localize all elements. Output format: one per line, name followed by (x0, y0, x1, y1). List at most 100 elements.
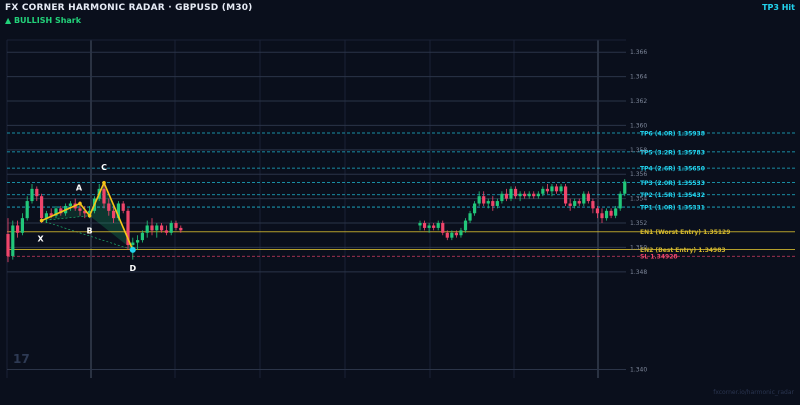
candle-body (582, 193, 586, 204)
pattern-label-b: B (87, 227, 93, 236)
candle-body (559, 186, 563, 192)
candle-body (160, 225, 164, 231)
footer-credit: fxcorner.io/harmonic_radar (713, 389, 794, 396)
candle-body (477, 196, 481, 204)
candle-body (107, 203, 111, 211)
candle-body (59, 208, 63, 214)
pattern-point-c (102, 180, 106, 185)
level-label-sl: SL 1.34928 (640, 254, 678, 261)
pattern-zone-bcd (89, 182, 133, 250)
candle-body (6, 234, 10, 256)
candle-body (495, 201, 499, 206)
candle-body (500, 193, 504, 202)
target-status-badge: TP3 Hit (762, 3, 795, 12)
candle-body (459, 230, 463, 236)
candle-body (513, 188, 518, 197)
pattern-point-x (39, 218, 44, 223)
candle-body (568, 203, 572, 206)
level-label-entry: EN2 (Best Entry) 1.34983 (640, 247, 726, 254)
candle-body (609, 210, 613, 216)
candle-body (623, 181, 627, 194)
y-tick-label: 1.358 (630, 147, 647, 154)
pattern-point-a (78, 201, 82, 206)
candle-body (54, 208, 58, 216)
candle-body (509, 188, 513, 199)
candle-body (586, 193, 590, 202)
candle-body (518, 193, 522, 197)
candle-body (468, 213, 472, 221)
pattern-link-xb (41, 215, 90, 221)
candle-body (523, 193, 527, 197)
candle-body (504, 193, 509, 199)
candle-body (83, 210, 87, 214)
level-label-tp: TP4 (2.6R) 1.35650 (640, 166, 705, 173)
candle-body (445, 232, 449, 238)
candle-body (169, 223, 173, 233)
candle-body (30, 188, 34, 202)
candle-body (174, 223, 178, 228)
candle-body (541, 188, 545, 194)
candle-body (112, 210, 116, 219)
y-tick-label: 1.364 (630, 74, 647, 81)
pattern-label-x: X (38, 235, 45, 244)
candle-body (595, 208, 600, 214)
candle-body (155, 225, 159, 231)
candle-body (554, 186, 559, 192)
chart-title: FX CORNER HARMONIC RADAR · GBPUSD (M30) (5, 3, 253, 13)
candle-body (614, 208, 618, 216)
candle-body (618, 193, 622, 209)
candle-body (436, 223, 440, 228)
candle-body (450, 232, 454, 238)
candle-body (164, 230, 168, 233)
candle-body (491, 201, 495, 206)
candle-body (44, 213, 48, 219)
candle-body (545, 188, 549, 192)
candle-body (140, 232, 144, 241)
candle-body (432, 225, 436, 228)
candle-body (532, 193, 536, 197)
y-tick-label: 1.362 (630, 98, 647, 105)
level-label-tp: TP2 (1.5R) 1.35432 (640, 192, 705, 199)
candle-body (49, 213, 53, 216)
pattern-status: ▲ BULLISH Shark (5, 16, 82, 25)
candle-body (88, 210, 92, 214)
level-label-entry: EN1 (Worst Entry) 1.35129 (640, 229, 730, 236)
candle-body (604, 210, 609, 219)
candle-body (573, 201, 577, 206)
level-label-tp: TP6 (4.0R) 1.35938 (640, 130, 705, 137)
candle-body (473, 203, 477, 214)
level-label-tp: TP3 (2.0R) 1.35533 (640, 180, 705, 187)
candle-body (527, 193, 531, 197)
pattern-label-d: D (129, 264, 136, 273)
candle-body (427, 225, 431, 228)
watermark-number: 17 (13, 352, 30, 366)
candle-body (591, 201, 595, 209)
candle-body (11, 225, 15, 256)
candle-body (16, 225, 20, 233)
candle-body (25, 201, 29, 219)
y-tick-label: 1.354 (630, 196, 647, 203)
level-label-tp: TP5 (3.2R) 1.35783 (640, 149, 705, 156)
pattern-label-a: A (76, 184, 83, 193)
y-tick-label: 1.356 (630, 171, 647, 178)
candle-body (68, 203, 72, 206)
candle-body (116, 203, 120, 219)
candle-body (486, 201, 490, 204)
y-tick-label: 1.352 (630, 220, 647, 227)
candle-body (550, 186, 554, 192)
pattern-point-d-marker (129, 246, 136, 253)
candle-body (35, 188, 39, 197)
candle-body (150, 225, 154, 231)
y-tick-label: 1.366 (630, 49, 647, 56)
pattern-point-b (87, 213, 92, 218)
candle-body (577, 201, 581, 204)
candle-body (600, 213, 604, 219)
candle-body (422, 223, 427, 228)
candle-body (78, 208, 82, 211)
candle-body (463, 220, 468, 231)
y-tick-label: 1.340 (630, 366, 647, 373)
y-tick-label: 1.360 (630, 122, 647, 129)
candle-body (136, 240, 140, 243)
y-tick-label: 1.350 (630, 244, 647, 251)
